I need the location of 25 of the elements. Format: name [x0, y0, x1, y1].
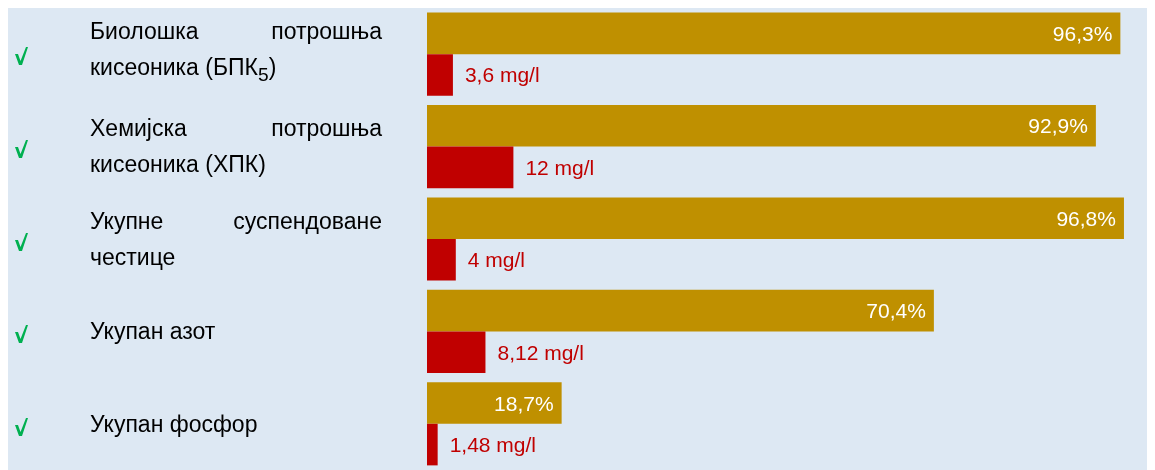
bar	[427, 12, 1121, 55]
data-label: 70,4%	[866, 299, 926, 323]
y-tick-label: Укупан азот	[90, 317, 217, 347]
data-label: 8,12 mg/l	[497, 340, 584, 364]
data-label: 3,6 mg/l	[464, 63, 540, 87]
bar	[427, 423, 438, 466]
data-label: 4 mg/l	[467, 248, 525, 272]
bar	[427, 105, 1096, 147]
y-tick-label: Хемијска потрошња кисеоника (ХПК)	[90, 113, 382, 179]
data-label: 1,48 mg/l	[449, 433, 537, 457]
y-tick-label: Укупан фосфор	[90, 409, 259, 439]
y-tick-label: Укупне суспендоване честице	[90, 206, 382, 272]
bar	[427, 382, 562, 424]
data-label: 96,8%	[1056, 206, 1116, 230]
data-label: 96,3%	[1052, 21, 1113, 45]
data-label: 12 mg/l	[525, 155, 595, 179]
bar	[427, 146, 514, 189]
data-label: 18,7%	[494, 391, 554, 415]
bar	[427, 239, 456, 281]
bar	[427, 331, 486, 373]
bar	[427, 197, 1124, 239]
bar	[427, 54, 453, 96]
data-label: 92,9%	[1028, 114, 1088, 138]
bar	[427, 289, 934, 332]
y-tick-label: Биолошка потрошња кисеоника (БПК$_{5}$)	[90, 17, 382, 88]
